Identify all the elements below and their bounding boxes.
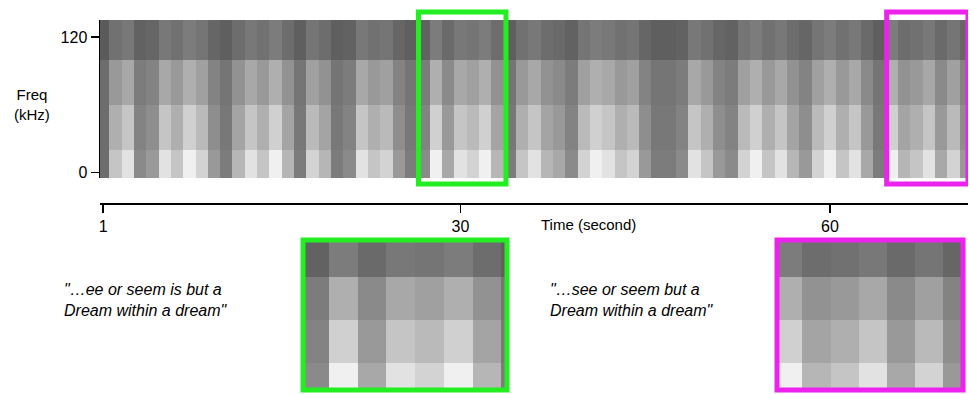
svg-text:"…see or seem but aDream withi: "…see or seem but aDream within a dream" — [550, 281, 714, 319]
svg-text:1: 1 — [99, 218, 108, 235]
svg-text:"…ee or seem is but aDream wit: "…ee or seem is but aDream within a drea… — [64, 281, 228, 319]
svg-text:Freq(kHz): Freq(kHz) — [14, 86, 50, 123]
svg-text:120: 120 — [61, 29, 88, 46]
svg-text:60: 60 — [821, 218, 839, 235]
svg-text:30: 30 — [451, 218, 469, 235]
svg-text:Time (second): Time (second) — [541, 216, 636, 233]
svg-text:0: 0 — [78, 164, 87, 181]
